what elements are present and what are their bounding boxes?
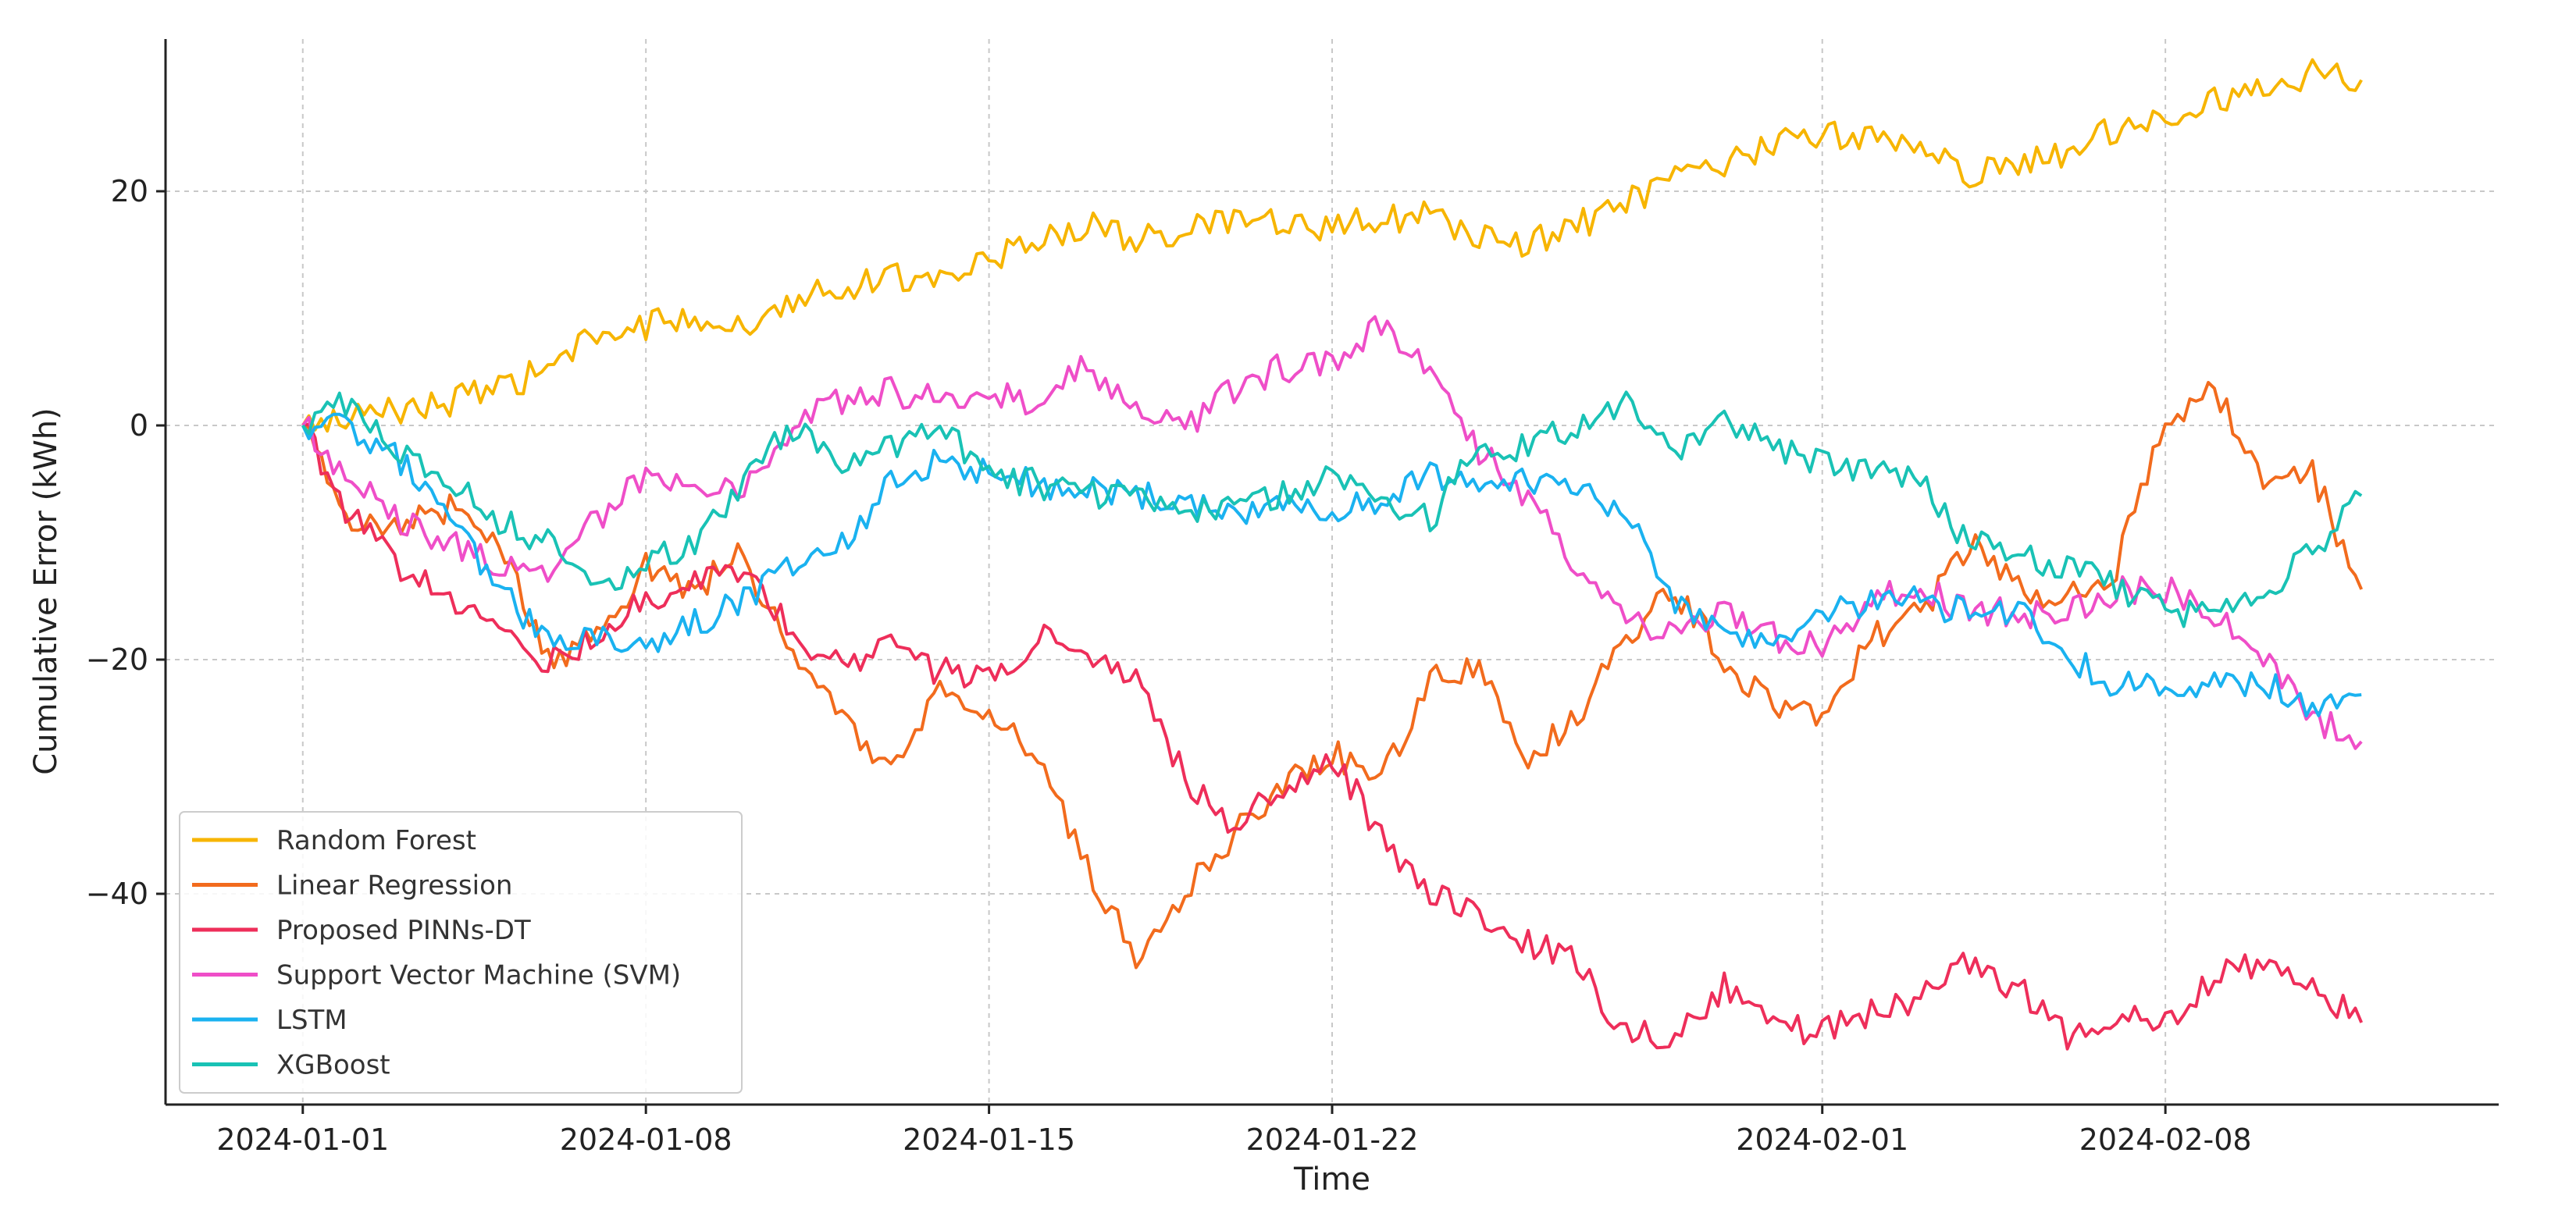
series-line-1 — [301, 58, 2363, 433]
series-line-2 — [302, 381, 2364, 970]
y-tick-label: −20 — [86, 642, 148, 677]
legend: Random Forest Linear Regression Proposed P… — [179, 811, 743, 1094]
x-tick-label: 2024-01-22 — [1246, 1123, 1419, 1157]
x-tick-label: 2024-02-08 — [2079, 1123, 2252, 1157]
legend-label: Proposed PINNs-DT — [276, 915, 531, 946]
legend-label: XGBoost — [276, 1050, 390, 1081]
x-tick-label: 2024-02-01 — [1736, 1123, 1908, 1157]
y-tick-label: 20 — [111, 174, 148, 208]
y-tick-label: 0 — [130, 408, 148, 443]
x-tick-label: 2024-01-15 — [903, 1123, 1075, 1157]
series-lines — [301, 58, 2364, 1051]
series-line-3 — [302, 422, 2364, 1051]
x-tick-label: 2024-01-01 — [216, 1123, 389, 1157]
grid-lines — [166, 39, 2499, 1105]
series-line-4 — [301, 315, 2363, 750]
tick-labels: −40 −20 0 20 2024-01-01 2024-01-08 2024-01-15 2… — [86, 174, 2252, 1157]
y-axis-title: Cumulative Error (kWh) — [28, 407, 64, 775]
x-axis-title: Time — [1293, 1162, 1370, 1197]
y-tick-label: −40 — [86, 877, 148, 911]
legend-label: Random Forest — [276, 825, 476, 856]
legend-label: Linear Regression — [276, 870, 512, 902]
x-tick-label: 2024-01-08 — [560, 1123, 732, 1157]
series-line-6 — [301, 390, 2363, 628]
legend-label: LSTM — [276, 1005, 347, 1036]
series-line-5 — [301, 412, 2362, 718]
legend-label: Support Vector Machine (SVM) — [276, 960, 681, 991]
legend-box — [179, 811, 743, 1094]
